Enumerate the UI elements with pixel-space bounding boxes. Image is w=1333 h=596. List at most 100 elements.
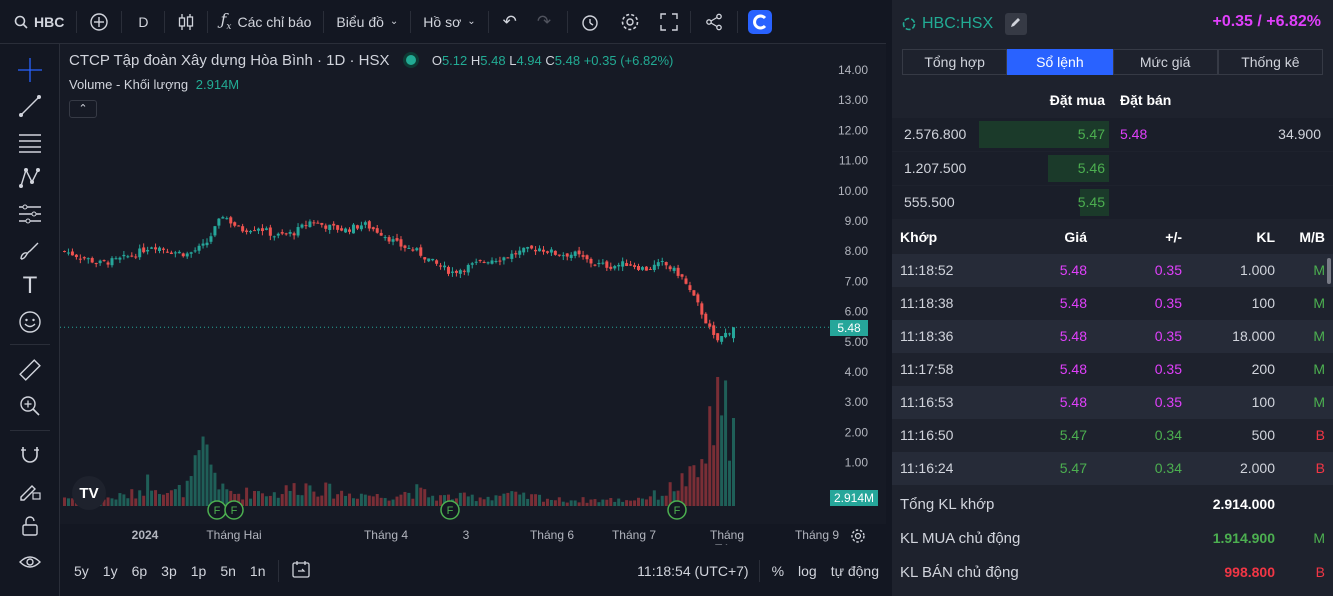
volume-bar xyxy=(359,493,363,506)
stay-drawing-tool[interactable] xyxy=(14,476,46,504)
candle-body xyxy=(553,250,557,255)
candle-body xyxy=(110,258,114,266)
timeframe-3p[interactable]: 3p xyxy=(161,562,177,579)
collapse-legend-button[interactable]: ⌃ xyxy=(69,100,97,118)
book-row[interactable]: 1.207.500 5.46 xyxy=(892,152,1333,185)
clock[interactable]: 11:18:54 (UTC+7) xyxy=(637,562,749,579)
timeframe-1y[interactable]: 1y xyxy=(102,562,118,579)
trade-row[interactable]: 11:16:53 5.48 0.35 100 M xyxy=(892,386,1333,419)
redo-button[interactable]: ↷ xyxy=(531,0,557,44)
time-axis[interactable]: 2024 Tháng Hai Tháng 4 3 Tháng 6 Tháng 7 Tháng… xyxy=(60,524,886,556)
edit-symbol-button[interactable] xyxy=(1005,13,1028,35)
candle-body xyxy=(510,253,514,259)
share-button[interactable] xyxy=(691,0,737,44)
brush-tool[interactable] xyxy=(14,236,46,264)
timeframe-6p[interactable]: 6p xyxy=(131,562,148,579)
tab-3[interactable]: Thống kê xyxy=(1217,49,1323,75)
crosshair-tool[interactable] xyxy=(14,56,46,84)
tab-0[interactable]: Tổng hợp xyxy=(902,49,1008,75)
trade-row[interactable]: 11:18:52 5.48 0.35 1.000 M xyxy=(892,254,1333,287)
book-row[interactable]: 555.500 5.45 xyxy=(892,186,1333,219)
profile-button[interactable]: Hồ sơ ⌄ xyxy=(411,0,487,44)
undo-button[interactable]: ↶ xyxy=(489,0,531,44)
lock-tool[interactable] xyxy=(14,512,46,540)
event-marker[interactable]: F xyxy=(667,500,687,520)
trade-row[interactable]: 11:16:50 5.47 0.34 500 B xyxy=(892,419,1333,452)
candle-body xyxy=(363,222,367,225)
compare-button[interactable] xyxy=(77,0,121,44)
candle-style-button[interactable] xyxy=(165,0,207,44)
volume-bar xyxy=(391,499,395,506)
trade-row[interactable]: 11:18:36 5.48 0.35 18.000 M xyxy=(892,320,1333,353)
symbol-search[interactable]: HBC xyxy=(0,0,76,44)
trendline-tool[interactable] xyxy=(14,92,46,120)
percent-scale-button[interactable]: % xyxy=(771,562,785,579)
event-marker[interactable]: F xyxy=(440,500,460,520)
zoom-tool[interactable] xyxy=(14,392,46,420)
chart-type-button[interactable]: Biểu đồ ⌄ xyxy=(324,0,410,44)
trade-side: M xyxy=(1313,295,1325,311)
panel-symbol[interactable]: HBC:HSX xyxy=(922,15,994,32)
volume-bar xyxy=(324,482,328,506)
trade-price: 5.48 xyxy=(1059,262,1087,278)
volume-bar xyxy=(264,496,268,506)
chevron-down-icon: ⌄ xyxy=(389,16,399,27)
emoji-tool[interactable] xyxy=(14,308,46,336)
chart-canvas[interactable]: 14.00 13.00 12.00 11.00 10.00 9.00 8.00 7.00 6.0… xyxy=(60,44,886,524)
trade-row[interactable]: 11:18:38 5.48 0.35 100 M xyxy=(892,287,1333,320)
tradingview-logo[interactable]: TV xyxy=(72,476,106,510)
interval-button[interactable]: D xyxy=(138,13,149,30)
chart-pane[interactable]: 14.00 13.00 12.00 11.00 10.00 9.00 8.00 7.00 6.0… xyxy=(60,44,886,524)
chart-settings-button[interactable] xyxy=(850,528,866,547)
candle-body xyxy=(470,263,474,265)
volume-bar xyxy=(122,494,126,506)
candle-body xyxy=(522,247,526,253)
volume-bar xyxy=(526,498,530,506)
timeframe-5y[interactable]: 5y xyxy=(74,562,89,579)
candle-body xyxy=(530,245,534,249)
magnet-tool[interactable] xyxy=(14,440,46,468)
log-scale-button[interactable]: log xyxy=(798,562,817,579)
volume-bar xyxy=(518,494,522,506)
candle-body xyxy=(636,265,640,270)
date-range-button[interactable] xyxy=(279,559,323,582)
tab-1[interactable]: Sổ lệnh xyxy=(1007,49,1113,75)
candle-body xyxy=(284,233,288,235)
volume-bar xyxy=(613,501,617,506)
book-row[interactable]: 2.576.800 5.47 5.48 34.900 xyxy=(892,118,1333,151)
trade-row[interactable]: 11:16:24 5.47 0.34 2.000 B xyxy=(892,452,1333,485)
timeframe-1n[interactable]: 1n xyxy=(249,562,266,579)
pattern-tool[interactable] xyxy=(14,164,46,192)
timeframe-1p[interactable]: 1p xyxy=(190,562,207,579)
search-icon xyxy=(14,15,28,29)
indicators-button[interactable]: ƒx Các chỉ báo xyxy=(208,0,323,44)
candle-body xyxy=(344,228,348,233)
tab-2[interactable]: Mức giá xyxy=(1112,49,1218,75)
event-marker-label: F xyxy=(674,505,681,517)
settings-button[interactable] xyxy=(612,0,648,44)
drawing-toolbar: T xyxy=(0,44,60,596)
scrollbar[interactable] xyxy=(1327,258,1331,284)
fib-tool[interactable] xyxy=(14,128,46,156)
hide-drawings-tool[interactable] xyxy=(14,548,46,576)
auto-scale-button[interactable]: tự động xyxy=(830,562,879,579)
indicators-label: Các chỉ báo xyxy=(237,13,312,30)
candle-body xyxy=(308,221,312,228)
event-marker[interactable]: F xyxy=(207,500,227,520)
volume-bar xyxy=(126,498,130,506)
trade-row[interactable]: 11:17:58 5.48 0.35 200 M xyxy=(892,353,1333,386)
volume-bar xyxy=(177,484,181,506)
forecast-tool[interactable] xyxy=(14,200,46,228)
measure-tool[interactable] xyxy=(14,356,46,384)
alert-button[interactable] xyxy=(568,0,612,44)
timeframe-5n[interactable]: 5n xyxy=(220,562,236,579)
volume-bar xyxy=(720,415,724,506)
event-marker[interactable]: F xyxy=(224,500,244,520)
price-tick-label: 2.00 xyxy=(845,425,869,439)
fullscreen-button[interactable] xyxy=(648,0,690,44)
volume-bar xyxy=(454,498,458,506)
candle-body xyxy=(102,260,106,262)
eye-icon xyxy=(19,556,41,568)
text-tool[interactable]: T xyxy=(14,272,46,300)
candle-body xyxy=(288,232,292,234)
